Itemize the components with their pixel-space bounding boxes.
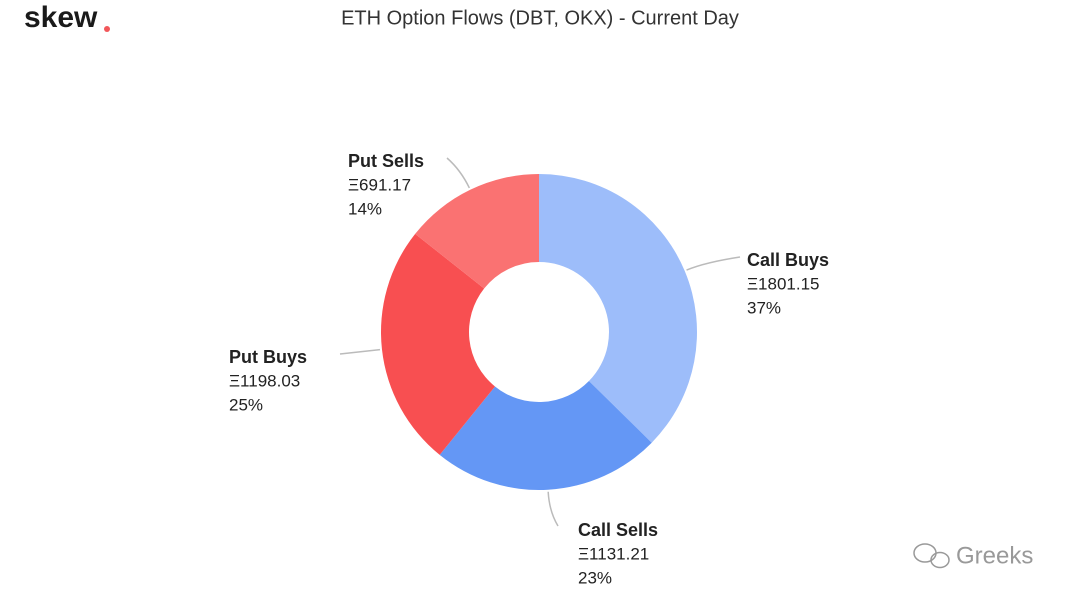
label-value: Ξ691.17 (348, 175, 411, 194)
label-name: Put Sells (348, 151, 424, 171)
label-percent: 25% (229, 395, 263, 414)
watermark: Greeks (956, 542, 1033, 569)
slice (439, 381, 652, 490)
label-value: Ξ1131.21 (578, 544, 649, 563)
slice (539, 174, 697, 443)
label-percent: 23% (578, 568, 612, 587)
connector (446, 157, 471, 189)
slice (415, 174, 539, 289)
label-name: Call Sells (578, 520, 658, 540)
label-percent: 14% (348, 199, 382, 218)
slice (381, 233, 496, 455)
label-value: Ξ1801.15 (747, 274, 820, 293)
label-name: Call Buys (747, 250, 829, 270)
connector (547, 491, 559, 527)
logo: skew (24, 1, 98, 34)
chart-title: ETH Option Flows (DBT, OKX) - Current Da… (341, 7, 739, 29)
logo-dot (104, 26, 110, 32)
connector (686, 256, 741, 271)
label-name: Put Buys (229, 347, 307, 367)
watermark-icon (913, 543, 950, 569)
label-percent: 37% (747, 298, 781, 317)
connector (339, 348, 381, 355)
label-value: Ξ1198.03 (229, 371, 300, 390)
